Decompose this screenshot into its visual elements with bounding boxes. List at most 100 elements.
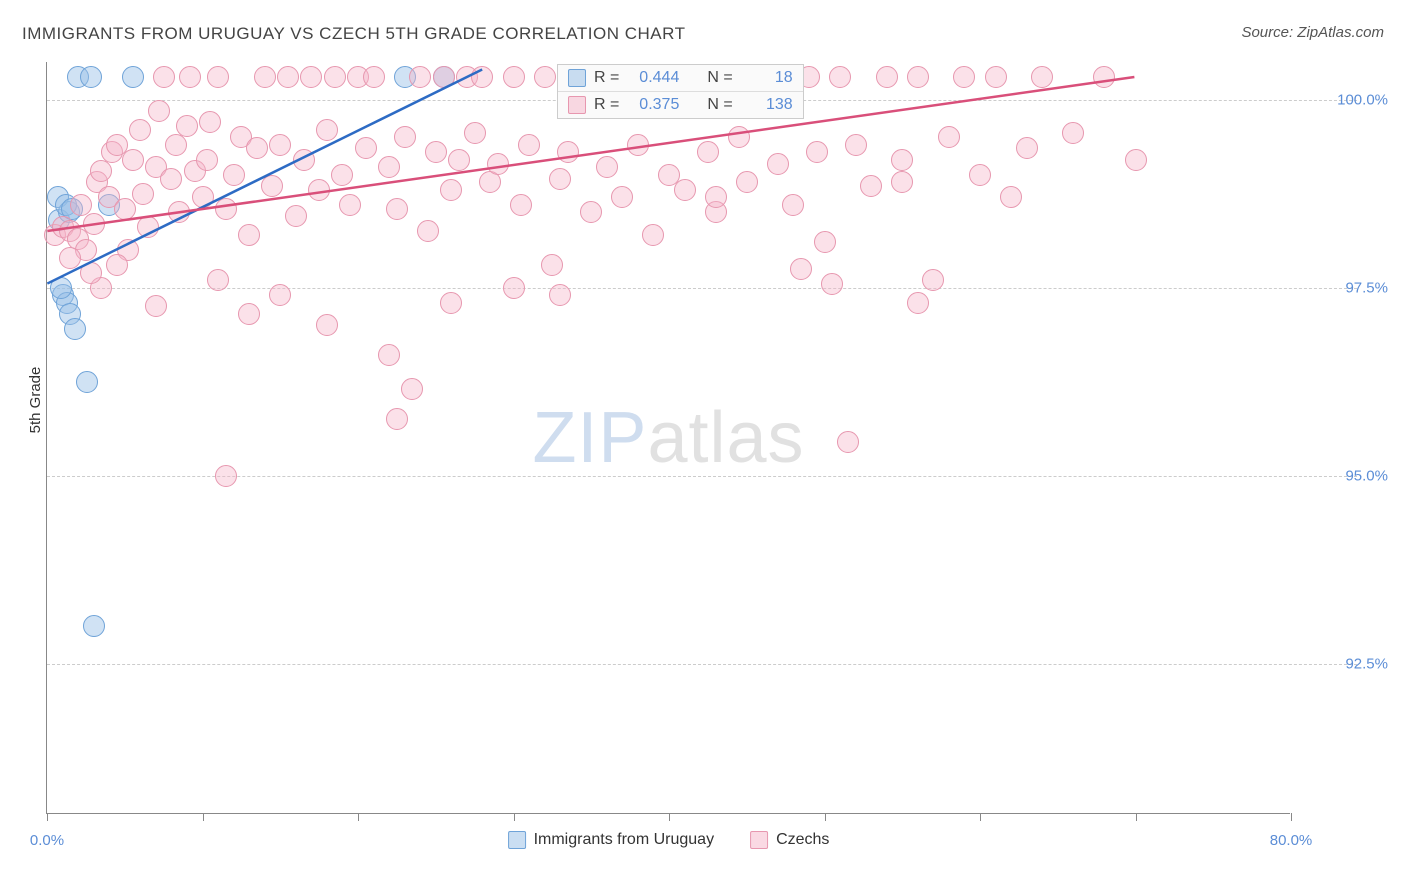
scatter-point xyxy=(487,153,509,175)
scatter-point xyxy=(83,615,105,637)
watermark-atlas: atlas xyxy=(647,398,804,478)
gridline-horizontal xyxy=(47,664,1357,665)
x-tick xyxy=(514,813,515,821)
stat-label-r: R = xyxy=(594,96,619,114)
scatter-point xyxy=(611,186,633,208)
gridline-horizontal xyxy=(47,288,1357,289)
scatter-point xyxy=(293,149,315,171)
scatter-point xyxy=(938,126,960,148)
scatter-point xyxy=(145,295,167,317)
scatter-point xyxy=(254,66,276,88)
scatter-point xyxy=(814,231,836,253)
x-tick xyxy=(1136,813,1137,821)
scatter-point xyxy=(821,273,843,295)
scatter-point xyxy=(767,153,789,175)
scatter-point xyxy=(238,224,260,246)
scatter-point xyxy=(503,66,525,88)
scatter-point xyxy=(518,134,540,156)
scatter-point xyxy=(1093,66,1115,88)
scatter-point xyxy=(1031,66,1053,88)
scatter-point xyxy=(277,66,299,88)
scatter-point xyxy=(165,134,187,156)
stat-label-r: R = xyxy=(594,69,619,87)
stats-row: R =0.375N =138 xyxy=(558,92,803,118)
scatter-point xyxy=(728,126,750,148)
scatter-point xyxy=(386,198,408,220)
scatter-point xyxy=(59,247,81,269)
scatter-point xyxy=(308,179,330,201)
legend-swatch xyxy=(750,831,768,849)
scatter-point xyxy=(207,269,229,291)
scatter-point xyxy=(339,194,361,216)
scatter-point xyxy=(137,216,159,238)
scatter-point xyxy=(440,292,462,314)
scatter-point xyxy=(969,164,991,186)
scatter-point xyxy=(80,262,102,284)
stat-label-n: N = xyxy=(707,69,732,87)
scatter-point xyxy=(549,168,571,190)
scatter-point xyxy=(417,220,439,242)
scatter-point xyxy=(1000,186,1022,208)
scatter-point xyxy=(378,156,400,178)
scatter-point xyxy=(953,66,975,88)
stat-label-n: N = xyxy=(707,96,732,114)
x-tick xyxy=(669,813,670,821)
chart-title: IMMIGRANTS FROM URUGUAY VS CZECH 5TH GRA… xyxy=(22,24,685,44)
correlation-stats-box: R =0.444N =18R =0.375N =138 xyxy=(557,64,804,119)
scatter-point xyxy=(106,254,128,276)
scatter-point xyxy=(479,171,501,193)
scatter-point xyxy=(168,201,190,223)
scatter-point xyxy=(50,277,72,299)
scatter-point xyxy=(246,137,268,159)
watermark: ZIPatlas xyxy=(532,397,804,479)
y-tick-label: 95.0% xyxy=(1345,467,1388,484)
scatter-point xyxy=(985,66,1007,88)
scatter-point xyxy=(705,186,727,208)
x-tick xyxy=(980,813,981,821)
scatter-point xyxy=(192,186,214,208)
scatter-point xyxy=(316,119,338,141)
scatter-point xyxy=(363,66,385,88)
scatter-point xyxy=(179,66,201,88)
scatter-point xyxy=(269,284,291,306)
scatter-point xyxy=(837,431,859,453)
scatter-point xyxy=(541,254,563,276)
stat-value-r: 0.444 xyxy=(629,69,679,87)
scatter-point xyxy=(627,134,649,156)
scatter-point xyxy=(238,303,260,325)
scatter-point xyxy=(1016,137,1038,159)
legend-swatch xyxy=(508,831,526,849)
scatter-point xyxy=(122,66,144,88)
scatter-point xyxy=(845,134,867,156)
stats-row: R =0.444N =18 xyxy=(558,65,803,92)
y-axis-label: 5th Grade xyxy=(27,367,44,434)
stat-value-n: 138 xyxy=(743,96,793,114)
legend-label: Immigrants from Uruguay xyxy=(534,831,715,849)
scatter-point xyxy=(876,66,898,88)
scatter-point xyxy=(596,156,618,178)
scatter-point xyxy=(386,408,408,430)
legend-item: Immigrants from Uruguay xyxy=(508,831,715,849)
scatter-point xyxy=(300,66,322,88)
scatter-point xyxy=(806,141,828,163)
legend-item: Czechs xyxy=(750,831,829,849)
scatter-point xyxy=(510,194,532,216)
y-tick-label: 92.5% xyxy=(1345,655,1388,672)
scatter-point xyxy=(790,258,812,280)
scatter-point xyxy=(153,66,175,88)
scatter-point xyxy=(80,66,102,88)
scatter-point xyxy=(215,198,237,220)
scatter-point xyxy=(1062,122,1084,144)
scatter-point xyxy=(891,149,913,171)
scatter-point xyxy=(425,141,447,163)
scatter-point xyxy=(132,183,154,205)
scatter-point xyxy=(891,171,913,193)
x-tick xyxy=(47,813,48,821)
scatter-point xyxy=(64,318,86,340)
y-tick-label: 97.5% xyxy=(1345,279,1388,296)
scatter-point xyxy=(580,201,602,223)
series-swatch xyxy=(568,96,586,114)
scatter-point xyxy=(922,269,944,291)
scatter-point xyxy=(433,66,455,88)
scatter-point xyxy=(409,66,431,88)
